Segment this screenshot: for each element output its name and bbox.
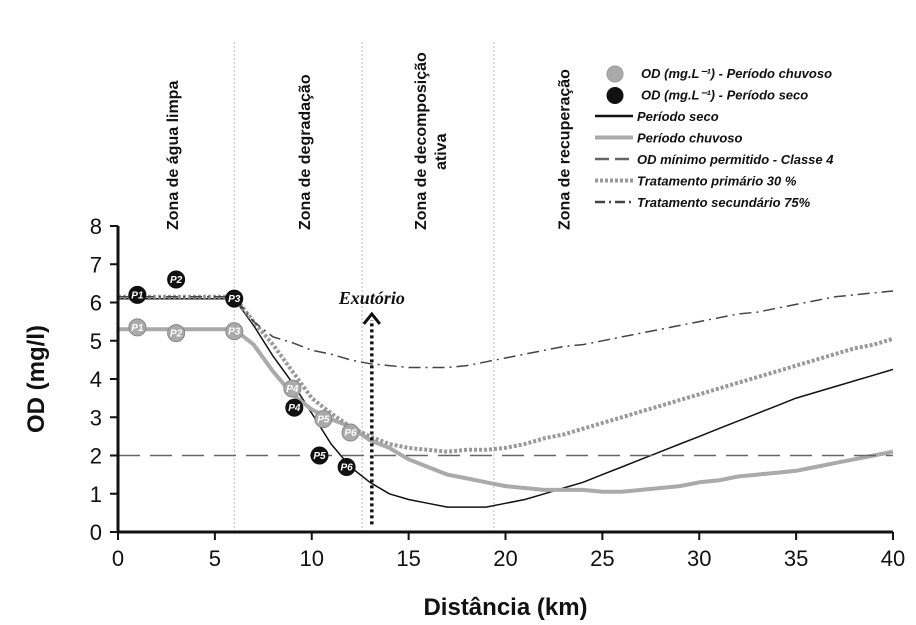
observed-point-label: P5	[317, 415, 330, 426]
observed-point-label: P2	[170, 275, 183, 286]
zone-label-3: Zona de decomposição ativa	[413, 52, 450, 230]
zone-label-line1: Zona de decomposição	[413, 52, 430, 230]
x-tick-label: 10	[300, 546, 324, 571]
x-tick-label: 20	[493, 546, 517, 571]
observed-point-chuvoso-p6	[341, 423, 360, 442]
observed-point-label: P6	[344, 428, 357, 439]
observed-point-label: P4	[288, 403, 301, 414]
y-tick-label: 6	[90, 291, 102, 316]
y-tick-label: 8	[90, 214, 102, 239]
observed-point-label: P6	[341, 462, 354, 473]
x-tick-label: 40	[881, 546, 905, 571]
x-axis-title: Distância (km)	[423, 594, 587, 621]
observed-point-label: P4	[286, 384, 299, 395]
y-axis-title: OD (mg/l)	[23, 325, 50, 433]
observed-points-layer: P1 P2 P3 P4 P5 P6 P1 P2 P3 P4 P5 P6	[128, 270, 360, 476]
observed-point-chuvoso-p2	[167, 324, 186, 343]
zone-label-line1: Zona de degradação	[297, 74, 314, 230]
y-tick-label: 5	[90, 329, 102, 354]
y-tick-label: 2	[90, 444, 102, 469]
y-tick-label: 4	[90, 367, 102, 392]
exutorio-label: Exutório	[338, 288, 405, 308]
axes-layer: 0 5 10 15 20 25 30 35 40 0 1 2 3 4 5 6 7 8	[90, 214, 905, 571]
observed-point-label: P2	[170, 329, 183, 340]
zone-label-4: Zona de recuperação	[556, 69, 573, 230]
x-tick-label: 30	[687, 546, 711, 571]
x-tick-label: 15	[396, 546, 420, 571]
zone-layer: Zona de água limpa Zona de degradação Zona…	[165, 42, 573, 532]
legend-entry-label: Tratamento primário 30 %	[637, 174, 797, 189]
legend-entry-label: OD mínimo permitido - Classe 4	[637, 152, 834, 167]
y-tick-label: 0	[90, 520, 102, 545]
observed-point-label: P1	[131, 290, 144, 301]
x-tick-label: 25	[590, 546, 614, 571]
observed-point-seco-p6	[337, 457, 356, 476]
exutorio-arrow-head	[362, 311, 381, 325]
observed-point-chuvoso-p1	[128, 318, 147, 337]
zone-label-line2: ativa	[433, 133, 450, 170]
legend-marker-circle	[606, 65, 624, 83]
zone-label-2: Zona de degradação	[297, 74, 314, 230]
legend-entry-label: Período chuvoso	[637, 131, 743, 146]
observed-point-chuvoso-p4	[283, 379, 302, 398]
zone-label-line1: Zona de água limpa	[165, 81, 182, 230]
observed-point-seco-p5	[310, 446, 329, 465]
x-tick-label: 0	[112, 546, 124, 571]
observed-point-seco-p1	[128, 285, 147, 304]
zone-label-1: Zona de água limpa	[165, 81, 182, 230]
y-tick-label: 7	[90, 252, 102, 277]
zone-label-line1: Zona de recuperação	[556, 69, 573, 230]
observed-point-seco-p4	[285, 398, 304, 417]
legend-entry-label: OD (mg.L⁻¹) - Período chuvoso	[641, 66, 832, 81]
observed-point-label: P3	[228, 294, 241, 305]
legend: OD (mg.L⁻¹) - Período chuvoso OD (mg.L⁻¹)…	[595, 65, 834, 210]
legend-marker-circle	[606, 87, 624, 104]
observed-point-seco-p3	[225, 289, 244, 308]
y-tick-label: 1	[90, 482, 102, 507]
observed-point-label: P1	[131, 323, 144, 334]
series-line-4	[118, 294, 894, 454]
series-line-5	[118, 290, 894, 369]
observed-point-chuvoso-p3	[225, 322, 244, 341]
legend-entry-label: OD (mg.L⁻¹) - Período seco	[641, 88, 808, 103]
legend-entry-label: Período seco	[637, 109, 719, 124]
observed-point-label: P3	[228, 327, 241, 338]
observed-point-chuvoso-p5	[314, 410, 333, 429]
legend-entry-label: Tratamento secundário 75%	[637, 195, 811, 210]
observed-point-label: P5	[313, 451, 326, 462]
x-tick-label: 5	[209, 546, 221, 571]
x-tick-label: 35	[784, 546, 808, 571]
y-tick-label: 3	[90, 405, 102, 430]
observed-point-seco-p2	[167, 270, 186, 289]
